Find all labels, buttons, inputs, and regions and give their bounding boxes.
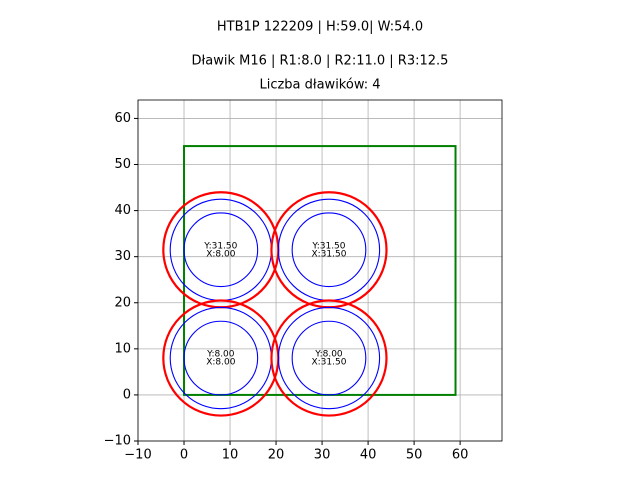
gland-circle <box>270 299 388 417</box>
y-tick-label: 0 <box>123 387 131 402</box>
x-tick-label: 50 <box>406 448 423 463</box>
y-tick-label: 10 <box>114 341 131 356</box>
chart-subtitle: Liczba dławików: 4 <box>259 78 380 93</box>
x-tick-label: 10 <box>222 448 239 463</box>
plot-frame <box>137 99 503 442</box>
y-tick-label: −10 <box>104 434 131 449</box>
gland-circle <box>183 320 259 396</box>
y-tick-label: 60 <box>114 111 131 126</box>
center-label: Y:8.00 <box>314 350 343 360</box>
chart-title: HTB1P 122209 | H:59.0| W:54.0 <box>217 20 423 35</box>
center-label: X:31.50 <box>311 358 346 368</box>
center-label: X:8.00 <box>206 249 236 259</box>
y-tick-label: 40 <box>114 203 131 218</box>
center-label: Y:31.50 <box>203 241 237 251</box>
x-tick-label: 60 <box>452 448 469 463</box>
y-tick-label: 20 <box>114 295 131 310</box>
y-tick-label: 50 <box>114 157 131 172</box>
x-tick-label: 30 <box>314 448 331 463</box>
center-label: X:31.50 <box>311 249 346 259</box>
x-tick-label: 0 <box>180 448 188 463</box>
y-tick-label: 30 <box>114 249 131 264</box>
center-label: X:8.00 <box>206 358 236 368</box>
gland-circle <box>183 212 259 288</box>
x-tick-label: −10 <box>124 448 151 463</box>
center-label: Y:31.50 <box>311 241 345 251</box>
gland-circle <box>291 320 367 396</box>
gland-circle <box>277 306 381 410</box>
x-tick-label: 20 <box>268 448 285 463</box>
center-label: Y:8.00 <box>206 350 235 360</box>
chart-subtitle: Dławik M16 | R1:8.0 | R2:11.0 | R3:12.5 <box>192 54 449 69</box>
x-tick-label: 40 <box>360 448 377 463</box>
frame-rect <box>183 145 457 396</box>
gland-circle <box>291 212 367 288</box>
